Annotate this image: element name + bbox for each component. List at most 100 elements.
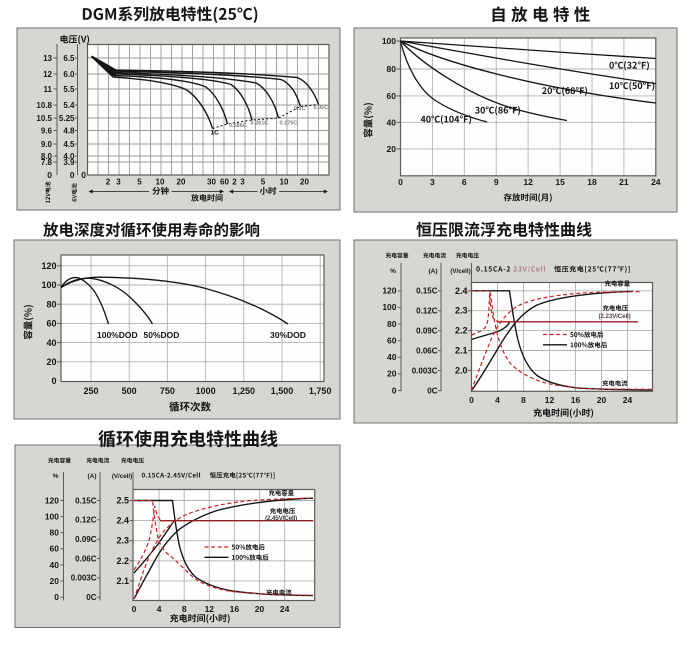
svg-text:12: 12 [523, 177, 533, 187]
svg-text:16: 16 [571, 395, 581, 405]
svg-text:4.0: 4.0 [63, 152, 75, 161]
svg-text:24: 24 [280, 604, 290, 614]
svg-text:2.4: 2.4 [455, 286, 468, 296]
svg-text:750: 750 [160, 386, 175, 396]
svg-text:(V/cell): (V/cell) [450, 268, 470, 275]
svg-text:11: 11 [44, 85, 53, 94]
svg-text:10.8: 10.8 [36, 101, 52, 110]
svg-text:1,500: 1,500 [271, 386, 294, 396]
svg-text:4: 4 [495, 395, 500, 405]
svg-text:2.3: 2.3 [455, 306, 468, 316]
svg-text:8: 8 [182, 604, 187, 614]
svg-text:120: 120 [41, 261, 56, 271]
svg-text:60: 60 [50, 544, 60, 554]
svg-text:0.261C: 0.261C [251, 121, 269, 127]
svg-text:9.0: 9.0 [41, 140, 53, 149]
svg-text:12: 12 [205, 604, 215, 614]
svg-text:21: 21 [619, 177, 629, 187]
svg-text:2.1: 2.1 [116, 576, 129, 586]
svg-text:0.175C: 0.175C [280, 121, 298, 127]
svg-text:80: 80 [46, 299, 56, 309]
svg-text:(2.45V/Cell): (2.45V/Cell) [265, 515, 297, 522]
svg-text:8.0: 8.0 [41, 152, 53, 161]
svg-text:60: 60 [387, 336, 397, 346]
svg-text:500: 500 [122, 386, 137, 396]
svg-text:18: 18 [587, 177, 597, 187]
svg-text:100%DOD: 100%DOD [97, 330, 138, 340]
svg-text:7.8: 7.8 [41, 158, 53, 167]
svg-text:0: 0 [132, 604, 137, 614]
svg-text:(A): (A) [428, 268, 437, 275]
svg-text:100: 100 [382, 302, 396, 312]
svg-text:0.003C: 0.003C [412, 366, 438, 375]
svg-text:4.8: 4.8 [63, 127, 75, 136]
svg-text:40: 40 [387, 352, 397, 362]
svg-text:16: 16 [230, 604, 240, 614]
svg-text:13: 13 [43, 54, 52, 63]
svg-text:20: 20 [177, 178, 186, 187]
svg-text:2.5: 2.5 [116, 496, 129, 506]
svg-text:0.15C: 0.15C [416, 287, 438, 296]
svg-text:10: 10 [280, 178, 289, 187]
svg-text:(A): (A) [87, 473, 96, 480]
svg-text:5.4: 5.4 [63, 101, 75, 110]
svg-text:3: 3 [430, 177, 435, 187]
svg-text:0C: 0C [86, 593, 96, 602]
svg-text:24: 24 [623, 395, 633, 405]
svg-text:80: 80 [387, 64, 397, 74]
svg-text:4: 4 [157, 604, 162, 614]
svg-text:30%DOD: 30%DOD [270, 330, 306, 340]
svg-text:50%DOD: 50%DOD [144, 330, 180, 340]
svg-text:40: 40 [50, 560, 60, 570]
svg-text:0.1C: 0.1C [294, 106, 306, 112]
svg-text:0.06C: 0.06C [75, 554, 97, 563]
svg-text:2.3: 2.3 [116, 536, 129, 546]
svg-text:20: 20 [300, 178, 309, 187]
svg-text:0.06C: 0.06C [416, 346, 438, 355]
svg-text:60: 60 [220, 178, 229, 187]
svg-text:5.5: 5.5 [63, 85, 75, 94]
svg-text:0: 0 [70, 170, 75, 180]
svg-text:3: 3 [240, 178, 245, 187]
svg-text:3.9: 3.9 [63, 158, 75, 167]
svg-text:0: 0 [47, 170, 52, 180]
svg-text:60: 60 [46, 319, 56, 329]
svg-text:(V/cell): (V/cell) [112, 473, 132, 480]
svg-text:0C: 0C [427, 386, 437, 395]
svg-text:5: 5 [137, 178, 142, 187]
svg-text:%: % [53, 473, 59, 480]
svg-text:120: 120 [382, 286, 396, 296]
svg-text:0: 0 [398, 177, 403, 187]
svg-text:2.0: 2.0 [455, 365, 468, 375]
svg-text:2.1: 2.1 [455, 346, 468, 356]
svg-text:40: 40 [46, 338, 56, 348]
svg-text:6.5: 6.5 [63, 54, 75, 63]
svg-text:9: 9 [494, 177, 499, 187]
svg-text:100: 100 [45, 511, 59, 521]
svg-text:2: 2 [106, 178, 111, 187]
svg-text:20: 20 [387, 144, 397, 154]
svg-text:0: 0 [469, 395, 474, 405]
svg-text:5: 5 [261, 178, 266, 187]
svg-text:2.4: 2.4 [116, 516, 129, 526]
svg-text:12: 12 [43, 70, 52, 79]
svg-text:0.09C: 0.09C [75, 535, 97, 544]
svg-text:0: 0 [81, 170, 86, 180]
svg-text:20: 20 [597, 395, 607, 405]
svg-text:0: 0 [392, 385, 397, 395]
svg-text:10: 10 [156, 178, 165, 187]
svg-text:12: 12 [545, 395, 555, 405]
svg-text:0.15C: 0.15C [75, 496, 97, 505]
svg-text:6.0: 6.0 [63, 70, 75, 79]
svg-text:2: 2 [232, 178, 237, 187]
svg-text:20: 20 [50, 576, 60, 586]
svg-text:20: 20 [46, 357, 56, 367]
svg-text:3: 3 [116, 178, 121, 187]
svg-text:0.586C: 0.586C [229, 123, 247, 129]
svg-text:60: 60 [387, 91, 397, 101]
svg-text:15: 15 [555, 177, 565, 187]
svg-text:0.12C: 0.12C [416, 307, 438, 316]
svg-text:8: 8 [521, 395, 526, 405]
svg-text:5.25: 5.25 [59, 114, 75, 123]
svg-text:120: 120 [45, 495, 59, 505]
